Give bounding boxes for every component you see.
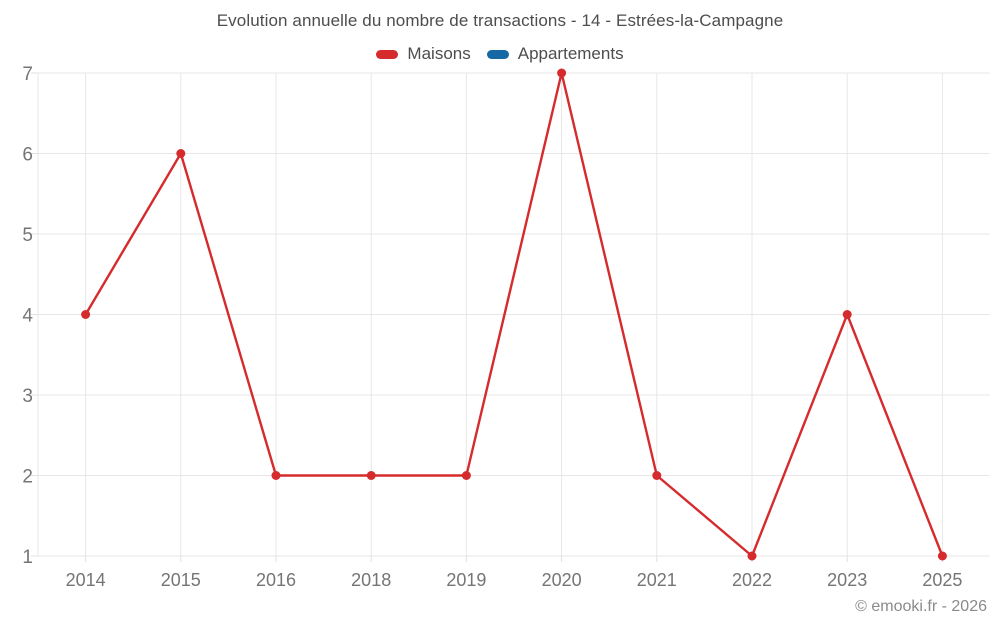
data-point-maisons (842, 310, 852, 319)
x-tick-label: 2015 (161, 570, 201, 590)
y-tick-label: 5 (22, 225, 33, 246)
y-tick-label: 7 (22, 64, 33, 85)
legend-swatch-appartements (486, 49, 509, 59)
x-tick-label: 2020 (542, 570, 582, 590)
y-tick-label: 1 (22, 547, 33, 568)
data-point-maisons (461, 471, 471, 480)
data-point-maisons (176, 149, 186, 158)
legend-item-maisons[interactable]: Maisons (376, 44, 471, 64)
data-point-maisons (81, 310, 91, 319)
data-point-maisons (557, 68, 567, 78)
y-tick-label: 6 (22, 145, 33, 166)
x-tick-label: 2021 (637, 570, 677, 590)
data-point-maisons (366, 471, 376, 480)
legend-label-maisons: Maisons (407, 44, 471, 63)
y-tick-label: 4 (22, 306, 33, 327)
x-tick-label: 2022 (732, 570, 772, 590)
x-tick-label: 2018 (351, 570, 391, 590)
x-tick-label: 2023 (827, 570, 867, 590)
copyright-footer: © emooki.fr - 2026 (855, 598, 987, 615)
legend-item-appartements[interactable]: Appartements (486, 44, 624, 64)
x-tick-label: 2025 (922, 570, 962, 590)
y-tick-label: 3 (22, 386, 33, 407)
data-point-maisons (652, 471, 662, 480)
legend-swatch-maisons (376, 49, 399, 59)
legend-label-appartements: Appartements (517, 44, 624, 63)
chart-title: Evolution annuelle du nombre de transact… (216, 11, 784, 30)
x-tick-label: 2014 (66, 570, 106, 590)
series-layer (81, 68, 947, 561)
data-point-maisons (937, 551, 947, 561)
series-line-maisons (84, 71, 944, 558)
data-point-maisons (747, 551, 757, 561)
x-tick-label: 2019 (446, 570, 486, 590)
chart-legend: Maisons Appartements (0, 44, 1000, 64)
axis-labels: 1 2 3 4 5 6 7 2014 2015 2016 2018 2019 2020 2021 2022 2… (22, 64, 962, 590)
data-point-maisons (271, 471, 281, 480)
x-tick-label: 2016 (256, 570, 296, 590)
y-tick-label: 2 (22, 467, 33, 488)
